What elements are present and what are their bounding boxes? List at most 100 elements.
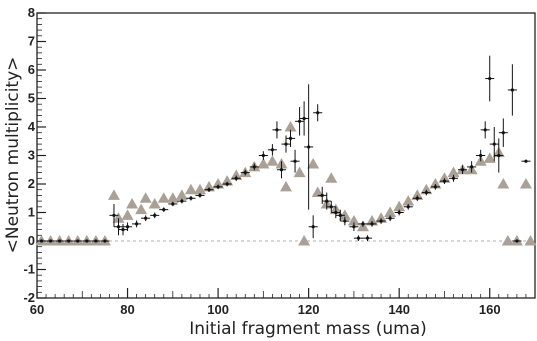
error-bar-point: [150, 212, 160, 219]
triangle-point: [230, 169, 243, 180]
triangle-point: [483, 152, 496, 163]
error-bar-point: [362, 235, 373, 241]
error-bar-point: [467, 161, 477, 173]
error-bar-point: [313, 104, 323, 122]
error-bar-point: [494, 138, 504, 173]
triangle-point: [311, 186, 324, 198]
error-bar-point: [340, 216, 350, 226]
triangle-point: [257, 158, 270, 169]
triangle-point: [338, 209, 351, 220]
x-tick-label: 100: [207, 302, 229, 317]
triangle-point: [519, 178, 532, 189]
triangle-point: [411, 189, 424, 200]
x-tick-label: 140: [388, 302, 410, 317]
triangle-point: [212, 178, 225, 189]
error-bar-point: [159, 207, 169, 212]
error-bar-point: [430, 184, 440, 190]
error-bar-point: [295, 107, 305, 136]
triangle-point: [293, 166, 306, 178]
error-bar-point: [222, 181, 232, 187]
x-tick-label: 60: [30, 302, 44, 317]
error-bar-point: [507, 64, 517, 116]
error-bar-point: [290, 149, 300, 173]
error-bar-point: [177, 198, 187, 204]
triangle-point: [347, 215, 360, 226]
error-bar-point: [394, 209, 404, 216]
y-tick-label: -1: [23, 262, 35, 277]
error-bar-point: [195, 193, 205, 198]
error-bar-point: [326, 201, 336, 213]
error-bar-point: [37, 239, 47, 243]
y-tick-label: 1: [28, 205, 35, 220]
triangle-point: [307, 158, 320, 169]
y-tick-label: 8: [28, 5, 35, 20]
error-bar-point: [358, 221, 368, 227]
triangle-point: [193, 183, 206, 195]
error-bar-point: [132, 220, 142, 228]
y-axis-ticks: -2 -1 0 1 2 3 4 5 6 7 8: [23, 5, 46, 305]
triangle-point: [184, 183, 197, 195]
triangle-point: [280, 180, 292, 192]
error-bar-point: [276, 161, 286, 179]
y-tick-label: 0: [28, 233, 35, 248]
error-bar-point: [403, 203, 413, 210]
x-tick-label: 80: [120, 302, 134, 317]
error-bar-point: [448, 174, 459, 182]
error-bar-point: [64, 239, 74, 243]
error-bar-point: [240, 169, 250, 176]
error-bar-point: [480, 121, 490, 139]
triangle-point: [266, 155, 279, 166]
error-bar-point: [82, 239, 92, 243]
error-bar-point: [353, 235, 363, 241]
triangle-point: [524, 235, 537, 246]
triangle-point: [501, 235, 514, 246]
error-bar-point: [498, 118, 508, 147]
triangle-point: [121, 209, 134, 220]
y-tick-label: 4: [28, 119, 36, 134]
error-bar-point: [367, 221, 377, 227]
x-tick-label: 160: [479, 302, 501, 317]
triangle-point: [420, 183, 433, 195]
y-tick-label: 3: [28, 148, 35, 163]
error-bar-point: [385, 215, 395, 222]
triangle-point: [393, 200, 406, 212]
error-bar-point: [376, 218, 386, 224]
error-bar-point: [168, 201, 178, 207]
triangle-point: [325, 172, 338, 183]
error-bar-point: [512, 239, 522, 243]
y-tick-label: 5: [28, 91, 35, 106]
triangle-point: [126, 197, 139, 209]
error-bar-point: [299, 101, 309, 136]
error-bar-point: [113, 218, 124, 236]
error-bar-point: [286, 129, 296, 147]
error-bar-point: [485, 55, 495, 102]
error-bar-point: [272, 121, 282, 139]
error-bar-point: [521, 159, 531, 163]
error-bar-series: [37, 55, 531, 243]
triangle-series: [35, 121, 537, 246]
error-bar-point: [458, 165, 468, 175]
y-tick-label: 2: [28, 176, 35, 191]
triangle-point: [447, 166, 460, 178]
error-bar-point: [439, 178, 449, 184]
error-bar-point: [91, 239, 101, 243]
triangle-point: [384, 206, 397, 217]
error-bar-point: [331, 206, 341, 219]
triangle-point: [429, 178, 442, 189]
plot-frame: [36, 12, 536, 299]
triangle-point: [139, 192, 152, 203]
triangle-point: [112, 212, 125, 223]
triangle-point: [221, 175, 234, 186]
error-bar-point: [308, 215, 318, 239]
error-bar-point: [55, 239, 65, 243]
error-bar-point: [123, 222, 133, 232]
error-bar-point: [186, 195, 196, 201]
error-bar-point: [335, 209, 345, 222]
error-bar-point: [421, 189, 431, 196]
error-bar-point: [109, 203, 119, 227]
x-axis-title: Initial fragment mass (uma): [189, 319, 427, 339]
triangle-point: [497, 178, 510, 189]
triangle-point: [438, 172, 451, 183]
error-bar-point: [100, 239, 110, 243]
